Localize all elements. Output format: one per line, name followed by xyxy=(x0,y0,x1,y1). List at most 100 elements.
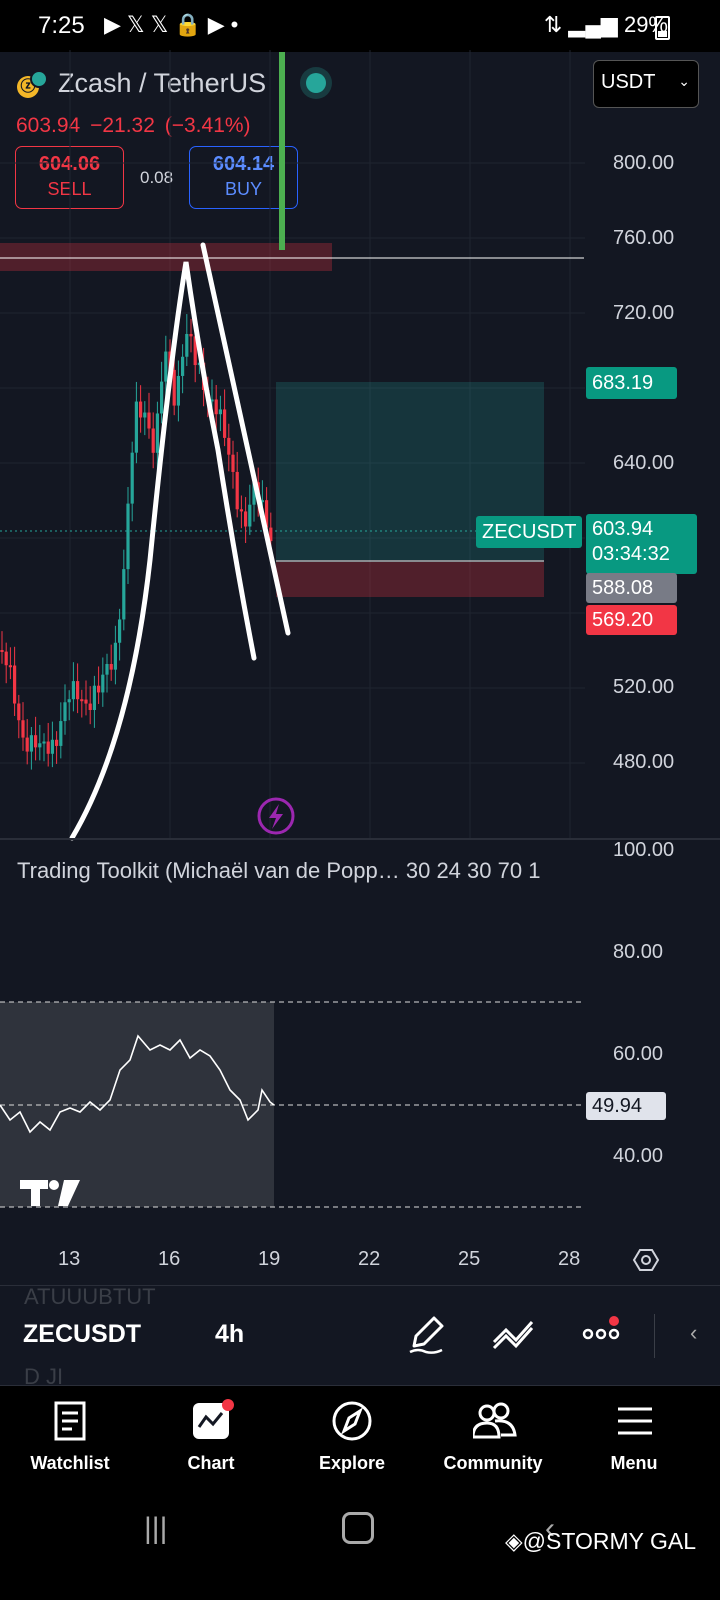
candle-body xyxy=(42,741,46,744)
candle-body xyxy=(105,663,109,675)
status-time: 7:25 xyxy=(38,12,85,39)
symbol-search-button[interactable]: ZECUSDT xyxy=(23,1320,142,1348)
current-price: 603.94 xyxy=(592,518,654,540)
candle-body xyxy=(227,437,231,455)
price-axis-label: 480.00 xyxy=(613,751,675,773)
price-line: 603.94 −21.32 (−3.41%) xyxy=(16,114,251,138)
candle-body xyxy=(109,663,113,670)
stop-zone[interactable] xyxy=(276,562,544,597)
candle-body xyxy=(160,381,164,414)
spread-value: 0.08 xyxy=(140,168,174,187)
candle-body xyxy=(197,362,201,366)
pencil-icon[interactable] xyxy=(406,1314,446,1356)
symbol-title[interactable]: Zcash / TetherUS xyxy=(58,68,267,98)
status-right: ⇅ ▂▄▆ 29% xyxy=(544,12,668,38)
time-axis-label: 19 xyxy=(258,1248,281,1270)
bar-countdown: 03:34:32 xyxy=(592,543,670,565)
candle-body xyxy=(269,527,273,542)
candle-body xyxy=(260,500,264,503)
candle-body xyxy=(4,651,8,666)
candle-body xyxy=(151,428,155,453)
entry-price-tag: 588.08 xyxy=(586,573,677,603)
currency-select[interactable]: USDT ⌄ xyxy=(593,60,699,108)
candle-body xyxy=(134,401,138,453)
candle-body xyxy=(25,737,29,752)
home-icon[interactable] xyxy=(342,1512,374,1544)
candle-body xyxy=(147,412,151,429)
candle-body xyxy=(181,356,185,376)
more-icon[interactable] xyxy=(580,1314,624,1350)
candle-body xyxy=(67,699,71,703)
candle-body xyxy=(265,500,269,528)
candle-body xyxy=(130,452,134,504)
candle-body xyxy=(84,699,88,704)
time-axis-label: 13 xyxy=(58,1248,81,1270)
candle-body xyxy=(143,412,147,418)
sell-price: 604.06 xyxy=(38,153,101,175)
candle-body xyxy=(122,569,126,620)
drawn-trendline[interactable] xyxy=(200,242,291,636)
drawn-peak-curve[interactable] xyxy=(69,261,257,841)
status-bar: 7:25 ▶𝕏𝕏🔒▶• ⇅ ▂▄▆ 29% xyxy=(0,0,720,52)
candle-body xyxy=(8,665,12,668)
indicator-axis-label: 80.00 xyxy=(613,941,664,963)
candle-body xyxy=(21,720,25,738)
indicator-axis-label: 100.00 xyxy=(613,839,675,861)
nav-label: Chart xyxy=(187,1453,235,1473)
candle-body xyxy=(50,739,54,754)
chart-icon xyxy=(193,1399,234,1439)
indicator-line xyxy=(0,1034,275,1134)
price-axis-label: 640.00 xyxy=(613,452,675,474)
buy-label: BUY xyxy=(224,179,262,199)
candle-body xyxy=(235,471,239,510)
candle-body xyxy=(210,399,214,402)
lightning-icon[interactable] xyxy=(257,797,295,835)
resistance-zone[interactable] xyxy=(0,243,332,271)
candle-body xyxy=(164,351,168,382)
price-change: −21.32 xyxy=(90,114,155,137)
candle-body xyxy=(189,333,193,337)
chevron-left-icon[interactable]: ‹ xyxy=(690,1320,698,1345)
watermark: ◈@STORMY GAL xyxy=(505,1528,696,1555)
candle-body xyxy=(38,743,42,748)
watchlist-icon xyxy=(54,1401,86,1441)
market-open-icon xyxy=(306,73,326,93)
signal-icon: ⇅ ▂▄▆ xyxy=(543,12,624,37)
watermark-text: @STORMY GAL xyxy=(522,1528,696,1554)
tradingview-logo xyxy=(20,1180,80,1206)
candle-body xyxy=(193,336,197,366)
compass-icon xyxy=(332,1401,372,1441)
menu-icon xyxy=(618,1407,652,1435)
recents-icon[interactable]: ||| xyxy=(144,1512,168,1545)
notification-icons: ▶𝕏𝕏🔒▶• xyxy=(104,12,245,37)
candle-body xyxy=(63,702,67,722)
settings-icon[interactable] xyxy=(632,1249,660,1271)
nav-label: Watchlist xyxy=(30,1453,110,1473)
candle-body xyxy=(59,721,63,746)
indicator-axis-label: 60.00 xyxy=(613,1043,664,1065)
candle-body xyxy=(113,642,117,670)
drawing-tools-icon[interactable] xyxy=(490,1316,538,1352)
candle-body xyxy=(88,703,92,710)
candle-body xyxy=(29,735,33,752)
binance-logo-icon: ◈ xyxy=(504,1528,523,1554)
indicator-legend[interactable]: Trading Toolkit (Michaël van de Popp… 30… xyxy=(17,858,541,883)
candle-body xyxy=(76,681,80,700)
candle-body xyxy=(185,333,189,357)
candle-body xyxy=(92,685,96,710)
candle-body xyxy=(139,401,143,418)
interval-button[interactable]: 4h xyxy=(215,1320,245,1348)
candle-body xyxy=(55,739,59,746)
candle-body xyxy=(223,409,227,438)
candle-body xyxy=(13,665,17,704)
candle-body xyxy=(80,699,84,702)
toolbar-divider xyxy=(654,1314,655,1358)
time-axis-label: 16 xyxy=(158,1248,181,1270)
ghost-text: ATUUUBTUT xyxy=(24,1284,156,1309)
nav-label: Menu xyxy=(610,1453,658,1473)
candle-body xyxy=(231,454,235,472)
price-axis-label: 800.00 xyxy=(613,152,675,174)
candle-body xyxy=(0,650,4,652)
price-chart[interactable] xyxy=(0,0,720,1285)
back-icon[interactable]: ‹ xyxy=(545,1512,555,1545)
